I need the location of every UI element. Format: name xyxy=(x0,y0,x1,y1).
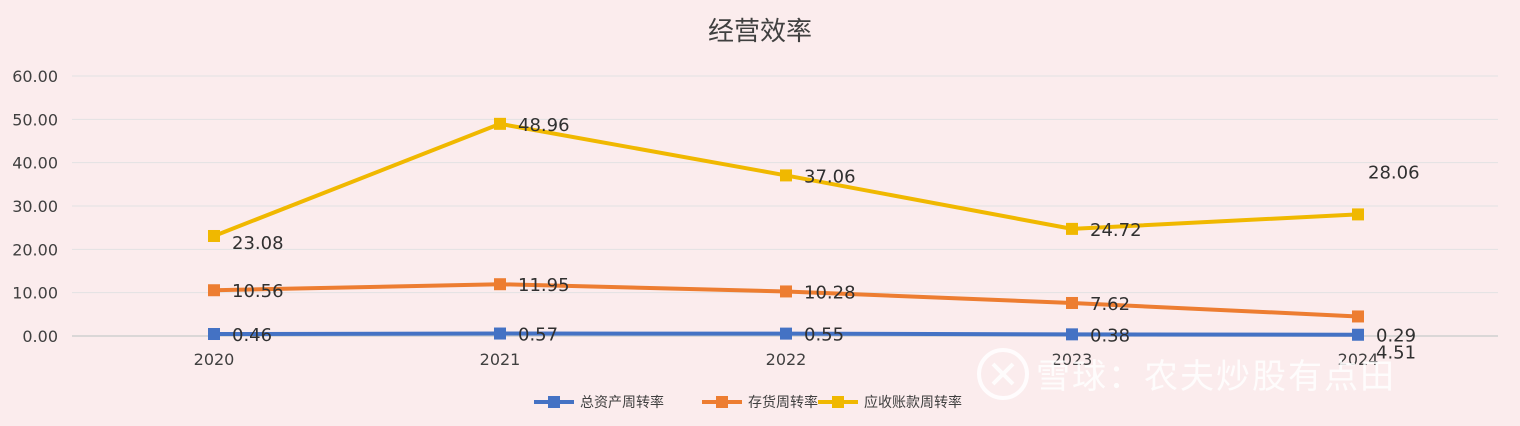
chart-title: 经营效率 xyxy=(708,17,812,47)
legend-label-1: 存货周转率 xyxy=(748,394,818,411)
series-1-label-2024: 4.51 xyxy=(1376,342,1416,363)
series-1-label-2022: 10.28 xyxy=(804,282,856,303)
snowball-logo-icon xyxy=(977,348,1029,400)
legend: 总资产周转率 存货周转率 应收账款周转率 xyxy=(534,394,962,411)
series-2-label-2023: 24.72 xyxy=(1090,220,1142,241)
series-0-label-2022: 0.55 xyxy=(804,325,844,346)
x-axis: 2020 2021 2022 2023 2024 xyxy=(194,350,1379,369)
legend-marker-0 xyxy=(548,396,560,408)
series-1-point-2020 xyxy=(208,284,220,297)
y-tick-label-4: 40.00 xyxy=(12,154,58,173)
series-0-point-2024 xyxy=(1352,328,1364,341)
y-tick-label-3: 30.00 xyxy=(12,197,58,216)
series-0-label-2021: 0.57 xyxy=(518,325,558,346)
series-2-point-2024 xyxy=(1352,208,1364,221)
series-1-label-2020: 10.56 xyxy=(232,281,284,302)
series-0-point-2021 xyxy=(494,327,506,340)
series-0-label-2020: 0.46 xyxy=(232,325,272,346)
legend-marker-2 xyxy=(832,396,844,408)
series-layer xyxy=(208,117,1364,341)
series-2-label-2020: 23.08 xyxy=(232,233,284,254)
series-2-point-2022 xyxy=(780,169,792,182)
series-0-point-2020 xyxy=(208,328,220,341)
series-1-label-2021: 11.95 xyxy=(518,275,570,296)
series-1-point-2021 xyxy=(494,278,506,291)
series-0-label-2024: 0.29 xyxy=(1376,326,1416,347)
series-1-point-2022 xyxy=(780,285,792,298)
watermark: 雪球：农夫炒股有点田 xyxy=(977,348,1396,400)
series-2-point-2021 xyxy=(494,117,506,130)
x-tick-label-2023: 2023 xyxy=(1052,350,1093,369)
series-2-label-2022: 37.06 xyxy=(804,166,856,187)
series-2-label-2021: 48.96 xyxy=(518,115,570,136)
series-2-point-2020 xyxy=(208,229,220,242)
legend-marker-1 xyxy=(716,396,728,408)
y-tick-label-6: 60.00 xyxy=(12,67,58,86)
legend-label-0: 总资产周转率 xyxy=(580,394,664,411)
y-axis: 0.00 10.00 20.00 30.00 40.00 50.00 60.00 xyxy=(12,67,58,346)
y-tick-label-2: 20.00 xyxy=(12,240,58,259)
watermark-text: 雪球：农夫炒股有点田 xyxy=(1036,357,1396,397)
series-1-point-2024 xyxy=(1352,310,1364,323)
series-0-point-2022 xyxy=(780,327,792,340)
series-1-label-2023: 7.62 xyxy=(1090,294,1130,315)
y-tick-label-0: 0.00 xyxy=(22,327,58,346)
series-1-point-2023 xyxy=(1066,296,1078,309)
series-2-label-2024: 28.06 xyxy=(1368,162,1420,183)
series-0-point-2023 xyxy=(1066,328,1078,341)
data-labels: 0.46 0.57 0.55 0.38 0.29 10.56 11.95 10.28 7.62 4… xyxy=(232,115,1420,364)
y-tick-label-1: 10.00 xyxy=(12,284,58,303)
x-tick-label-2021: 2021 xyxy=(480,350,521,369)
x-tick-label-2020: 2020 xyxy=(194,350,235,369)
series-2-point-2023 xyxy=(1066,222,1078,235)
series-0-label-2023: 0.38 xyxy=(1090,325,1130,346)
legend-label-2: 应收账款周转率 xyxy=(864,394,962,411)
x-tick-label-2022: 2022 xyxy=(766,350,807,369)
x-tick-label-2024: 2024 xyxy=(1338,350,1379,369)
y-tick-label-5: 50.00 xyxy=(12,110,58,129)
